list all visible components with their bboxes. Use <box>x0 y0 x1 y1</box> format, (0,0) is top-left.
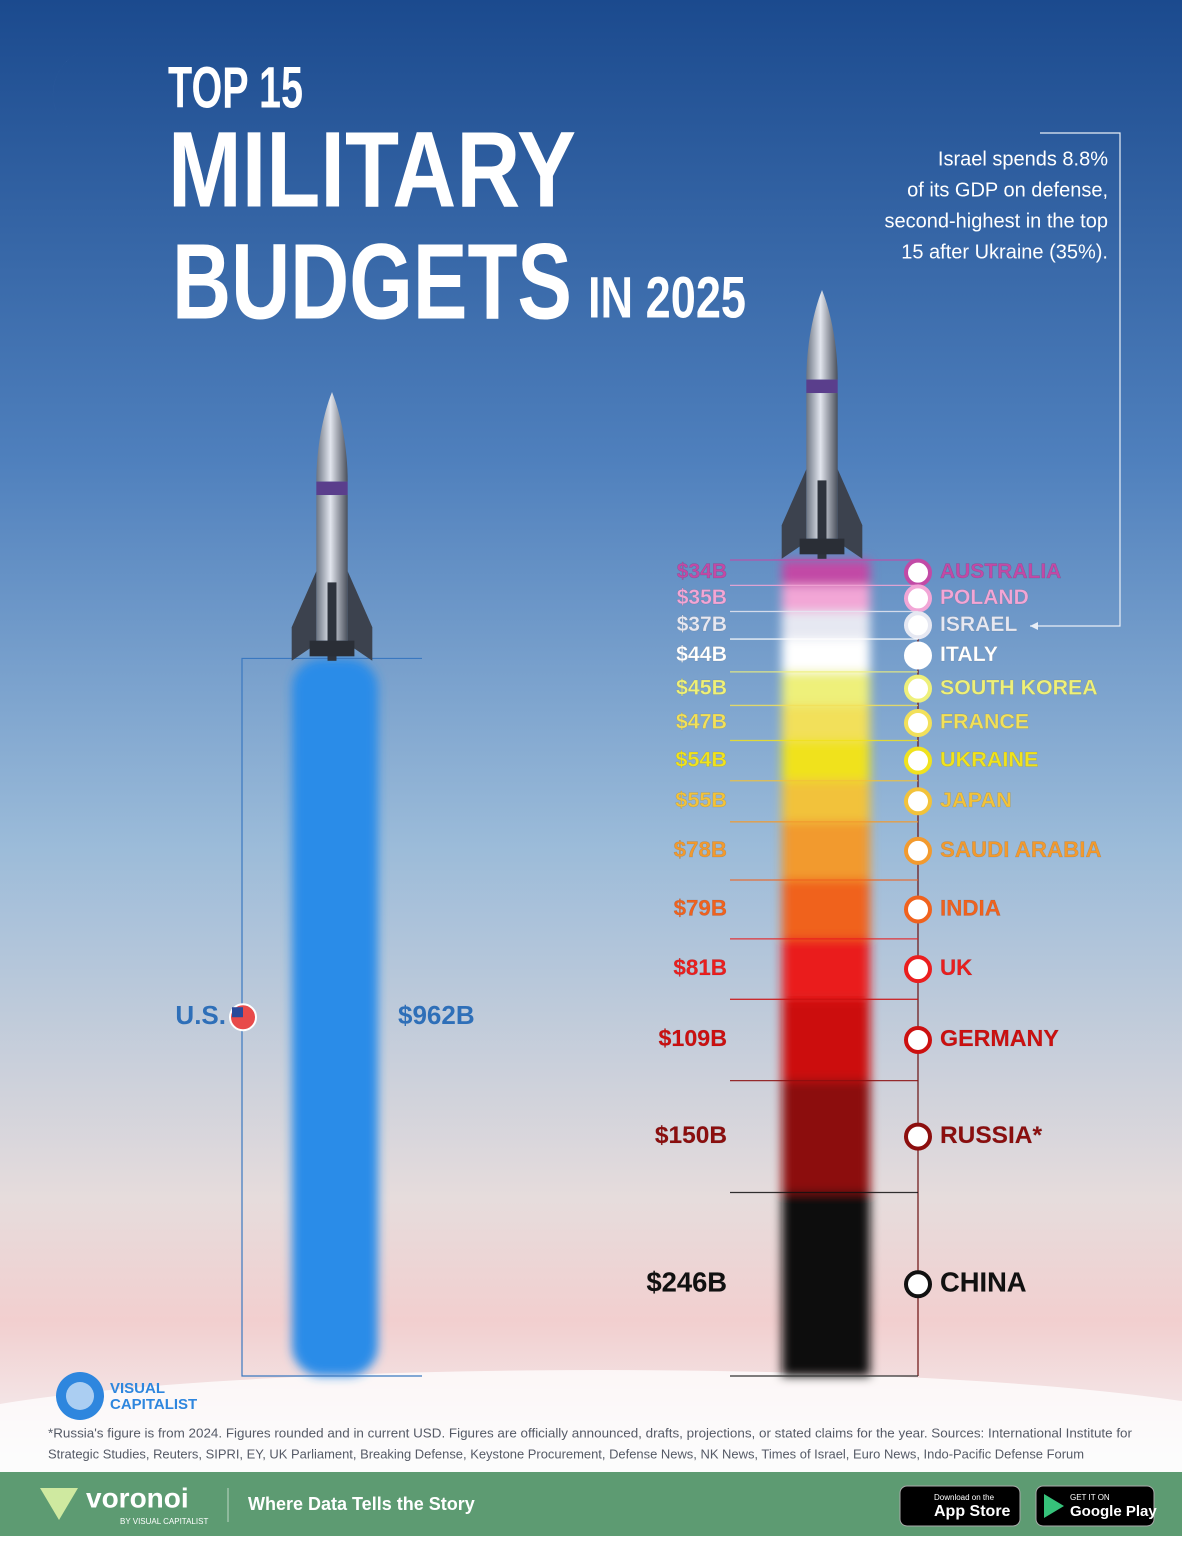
annotation-line: Israel spends 8.8% <box>938 148 1108 170</box>
footer-brand: voronoi <box>86 1482 189 1513</box>
value-label: $35B <box>677 586 727 609</box>
country-label: JAPAN <box>940 787 1012 812</box>
bar-segment <box>782 705 870 741</box>
badge-icon <box>1044 1494 1064 1518</box>
title: TOP 15 <box>168 55 303 120</box>
annotation-line: second-highest in the top <box>885 210 1109 232</box>
value-label: $246B <box>646 1266 727 1297</box>
badge-text: App Store <box>934 1503 1011 1520</box>
value-label: $37B <box>677 613 727 636</box>
flag <box>904 641 932 670</box>
flag <box>904 584 932 613</box>
country-label: INDIA <box>940 895 1001 920</box>
flag <box>904 1270 932 1299</box>
flag <box>904 746 932 775</box>
bar-segment <box>782 1080 870 1193</box>
footer-logo-mark <box>40 1488 78 1520</box>
bar-segment <box>782 821 870 880</box>
badge-text: Download on the <box>934 1493 995 1502</box>
flag-canton <box>232 1007 243 1018</box>
bar-segment <box>782 780 870 822</box>
badge-text: Google Play <box>1070 1503 1157 1520</box>
flag <box>904 1025 932 1054</box>
value-label: $34B <box>677 560 727 583</box>
annotation-connector <box>1030 132 1121 627</box>
flag <box>904 787 932 816</box>
flag <box>904 1122 932 1151</box>
value-label: $79B <box>674 895 727 920</box>
footer-tagline: Where Data Tells the Story <box>248 1494 475 1514</box>
mark-layer: U.S. $962B $34B AUSTRALIA $35B POLAND $37B ISRA… <box>175 558 1102 1377</box>
smoke-layer <box>292 560 870 1376</box>
value-label: $81B <box>673 955 727 980</box>
country-label: ISRAEL <box>940 613 1017 636</box>
annotation-line: of its GDP on defense, <box>907 179 1108 201</box>
annotation: Israel spends 8.8% of its GDP on defense,… <box>885 148 1109 263</box>
country-label: AUSTRALIA <box>940 560 1061 583</box>
bar-segment <box>782 671 870 706</box>
bar-segment <box>782 938 870 1000</box>
value-label: $150B <box>655 1122 727 1149</box>
badge-text: GET IT ON <box>1070 1493 1110 1502</box>
country-label: CHINA <box>940 1266 1027 1297</box>
footer-by: BY VISUAL CAPITALIST <box>120 1517 208 1526</box>
annotation-arrow <box>1030 622 1038 630</box>
flag <box>904 674 932 703</box>
flag <box>904 611 932 640</box>
value-label: $45B <box>676 675 727 699</box>
country-label: UKRAINE <box>940 746 1038 771</box>
country-label: SAUDI ARABIA <box>940 837 1102 862</box>
bar-segment <box>782 611 870 640</box>
value-label: $78B <box>674 837 727 862</box>
value-label: $962B <box>398 1000 475 1030</box>
bar <box>292 658 378 1376</box>
title: MILITARY <box>168 109 576 230</box>
logo-icon <box>66 1382 94 1410</box>
country-label: U.S. <box>175 1000 226 1030</box>
app-store-badge[interactable] <box>899 1485 1021 1527</box>
bar-segment <box>782 639 870 672</box>
bar-segment <box>782 560 870 586</box>
annotation-line: 15 after Ukraine (35%). <box>901 241 1108 263</box>
value-label: $47B <box>676 710 727 734</box>
country-label: ITALY <box>940 642 998 666</box>
bar-segment <box>782 999 870 1081</box>
country-label: FRANCE <box>940 710 1029 734</box>
country-label: UK <box>940 955 972 980</box>
logo: VISUAL CAPITALIST <box>56 1372 197 1420</box>
value-label: $44B <box>676 642 727 666</box>
value-label: $55B <box>675 787 727 812</box>
bar-segment <box>782 585 870 612</box>
country-label: POLAND <box>940 586 1029 609</box>
value-label: $54B <box>675 746 727 771</box>
logo-text: CAPITALIST <box>110 1396 197 1413</box>
flag <box>904 955 932 984</box>
footnote: *Russia's figure is from 2024. Figures r… <box>48 1425 1133 1440</box>
flag <box>904 895 932 924</box>
country-label: RUSSIA* <box>940 1122 1042 1149</box>
country-label: GERMANY <box>940 1025 1059 1051</box>
bar-segment <box>782 740 870 781</box>
footnote: Strategic Studies, Reuters, SIPRI, EY, U… <box>48 1446 1084 1461</box>
logo-text: VISUAL <box>110 1380 165 1397</box>
flag <box>904 558 932 587</box>
title-suffix: IN 2025 <box>588 265 746 330</box>
bar-segment <box>782 1192 870 1376</box>
google-play-badge[interactable] <box>1035 1485 1155 1527</box>
country-label: SOUTH KOREA <box>940 675 1098 699</box>
flag <box>904 708 932 737</box>
flag <box>904 836 932 865</box>
bar-segment <box>782 879 870 939</box>
value-label: $109B <box>658 1025 727 1051</box>
title: BUDGETS <box>172 221 572 342</box>
